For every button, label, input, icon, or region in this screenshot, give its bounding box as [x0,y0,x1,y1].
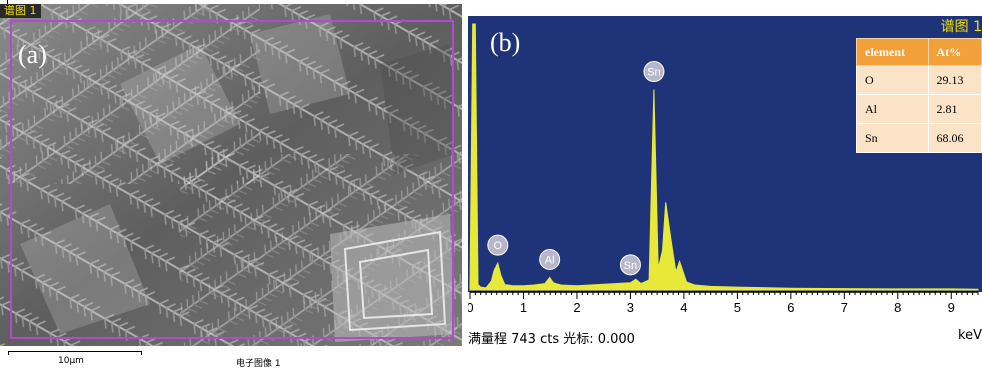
x-tick-label: 2 [573,300,580,315]
sem-texture [0,4,462,346]
peak-label: O [487,234,509,256]
x-tick-label: 7 [841,300,848,315]
x-tick-label: 6 [787,300,794,315]
x-tick-label: 9 [948,300,955,315]
table-cell: 2.81 [927,94,982,124]
sem-panel: 谱图 1 (a) 10μm 电子图像 1 [0,0,462,369]
x-tick-label: 8 [894,300,901,315]
peak-label-text: Sn [647,67,660,79]
peak-label: Al [539,248,561,270]
eds-panel: 0 1 2 3 4 5 6 7 8 9 O Al Sn Sn (b) 谱图 1 element At% O… [468,16,982,367]
axis-unit-label: keV [958,328,982,343]
peak-label-bubble [487,234,509,256]
table-cell: Al [856,94,929,124]
spectrum-series [469,23,979,291]
table-header-row: element At% [856,38,982,66]
x-tick-label: 5 [734,300,741,315]
x-tick-label: 4 [680,300,687,315]
peak-label: Sn [619,254,641,276]
peak-label: Sn [643,61,665,83]
table-row: Al 2.81 [856,94,982,124]
x-tick-label: 0 [468,300,474,315]
status-line: 满量程 743 cts 光标: 0.000 [468,332,635,347]
peak-label-text: O [494,240,503,252]
spectrum-tag: 谱图 1 [940,19,982,35]
x-tick-label: 3 [627,300,634,315]
table-row: O 29.13 [856,65,982,95]
table-row: Sn 68.06 [856,123,982,153]
scale-bar [8,351,142,355]
panel-letter-b: (b) [490,28,521,57]
peak-label-text: Al [545,254,555,266]
peak-label-bubble [539,248,561,270]
peak-label-text: Sn [624,260,637,272]
table-header-cell: At% [927,38,982,66]
table-cell: O [856,65,929,95]
panel-letter-a: (a) [18,40,47,69]
table-cell: Sn [856,123,929,153]
table-cell: 68.06 [927,123,982,153]
peak-label-bubble [619,254,641,276]
composition-table: element At% O 29.13 Al 2.81 Sn 68.06 [856,38,982,153]
spectrum-region-frame [10,20,454,339]
image-caption: 电子图像 1 [236,359,281,369]
table-cell: 29.13 [927,65,982,95]
scale-label: 10μm [58,356,84,366]
sem-micrograph [0,4,462,346]
x-tick-label: 1 [520,300,527,315]
table-header-cell: element [856,38,929,66]
peak-label-bubble [643,61,665,83]
region-tag: 谱图 1 [0,4,41,18]
